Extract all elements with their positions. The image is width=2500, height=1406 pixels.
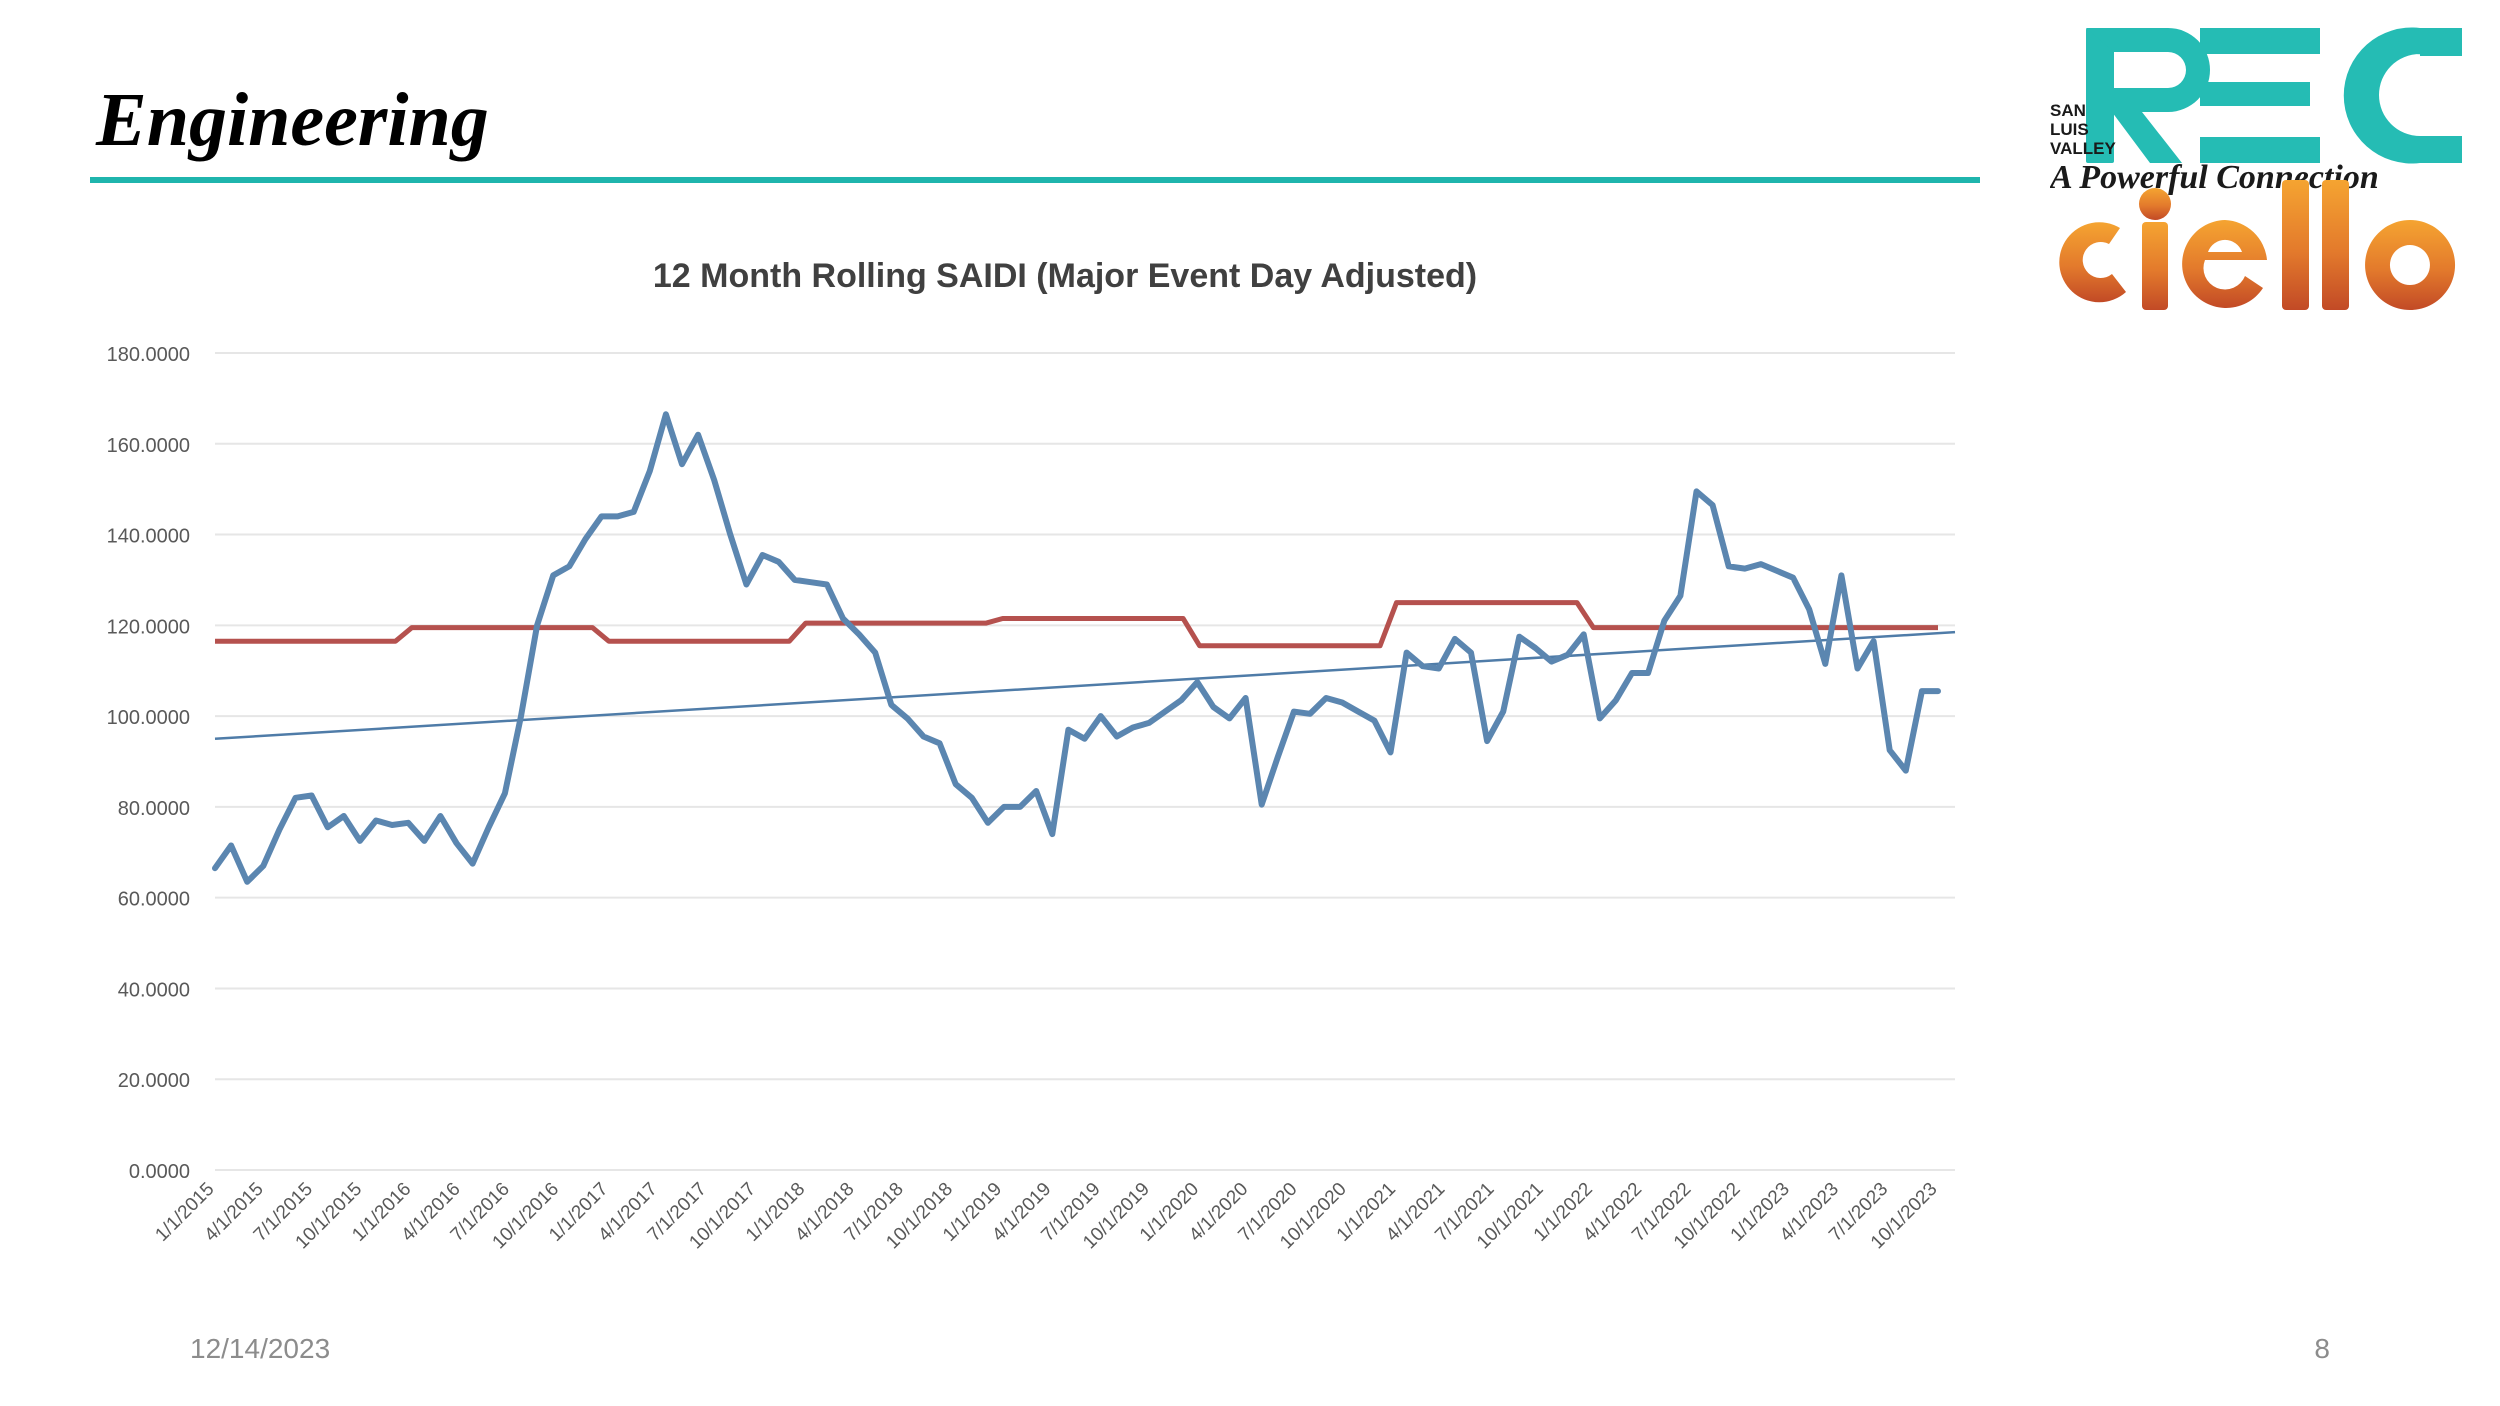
y-tick-label: 120.0000 <box>107 616 190 638</box>
x-axis-ticks: 1/1/20154/1/20157/1/201510/1/20151/1/201… <box>151 1179 1941 1254</box>
trend-line <box>214 630 1956 741</box>
y-tick-label: 140.0000 <box>107 526 190 548</box>
y-tick-label: 180.0000 <box>107 344 190 366</box>
title-underline <box>90 177 1980 183</box>
series <box>212 411 1956 885</box>
logo-ciello-mark <box>2059 180 2456 310</box>
y-tick-label: 100.0000 <box>107 707 190 729</box>
page-number: 8 <box>2314 1333 2330 1364</box>
y-tick-label: 80.0000 <box>118 798 190 820</box>
logo-sub-line-2: LUIS <box>2050 120 2089 139</box>
reference-series-line <box>215 600 1938 649</box>
logo-rec-mark <box>2086 27 2462 164</box>
logo-sub-line-3: VALLEY <box>2050 139 2116 158</box>
y-tick-label: 20.0000 <box>118 1070 190 1092</box>
logo-sub-line-1: SAN <box>2050 101 2086 120</box>
gridlines <box>215 352 1955 1171</box>
company-logo: SAN LUIS VALLEY A Powerful Connection <box>2050 27 2462 310</box>
saidi-series-line <box>212 411 1941 885</box>
logo-sub-lines: SAN LUIS VALLEY <box>2050 101 2116 158</box>
y-tick-label: 60.0000 <box>118 889 190 911</box>
y-tick-label: 160.0000 <box>107 435 190 457</box>
chart-title: 12 Month Rolling SAIDI (Major Event Day … <box>653 257 1477 295</box>
y-tick-label: 40.0000 <box>118 979 190 1001</box>
saidi-chart: 12 Month Rolling SAIDI (Major Event Day … <box>107 257 1956 1254</box>
footer-date: 12/14/2023 <box>190 1333 331 1364</box>
title-underline-bar <box>90 177 1980 183</box>
slide-title: Engineering <box>96 78 489 162</box>
y-tick-label: 0.0000 <box>129 1161 190 1183</box>
y-axis-ticks: 0.0000 20.0000 40.0000 60.0000 80.0000 100.00… <box>107 344 190 1183</box>
